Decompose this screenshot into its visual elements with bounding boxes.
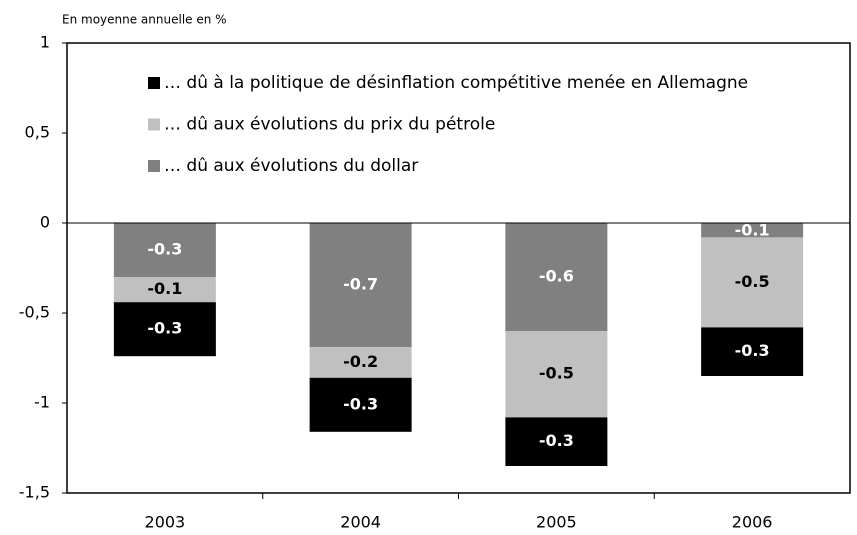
bar-segment [701,237,804,328]
legend-label: … dû aux évolutions du dollar [164,156,418,176]
bar-segment [505,417,608,466]
x-tick-label: 2004 [340,513,381,532]
data-label: -0.3 [343,394,378,413]
x-tick-label: 2005 [536,513,577,532]
y-tick-label: -1 [34,393,50,412]
bar-segment [113,277,216,303]
legend-swatch [148,160,160,172]
y-tick-label: 0 [40,213,50,232]
data-label: -0.3 [539,431,574,450]
bar-segment [309,347,412,378]
data-label: -0.3 [147,319,182,338]
legend-label: … dû à la politique de désinflation comp… [164,73,748,93]
legend-label: … dû aux évolutions du prix du pétrole [164,115,495,135]
data-label: -0.7 [343,275,378,294]
legend-swatch [148,118,160,131]
data-label: -0.3 [147,240,182,259]
legend-swatch [148,77,160,89]
data-label: -0.3 [735,341,770,360]
data-label: -0.5 [539,364,574,383]
axis-title: En moyenne annuelle en % [62,13,227,27]
bar-segment [309,223,412,348]
bar-segment [113,302,216,357]
bar-segment [505,223,608,331]
data-label: -0.1 [735,221,770,240]
y-tick-label: -0,5 [19,303,50,322]
bar-segment [113,223,216,277]
x-tick-label: 2003 [145,513,186,532]
data-label: -0.6 [539,267,574,286]
y-tick-label: 0,5 [25,123,50,142]
data-label: -0.1 [147,279,182,298]
bar-segment [505,331,608,418]
y-tick-label: -1,5 [19,483,50,502]
data-label: -0.2 [343,352,378,371]
data-label: -0.5 [735,272,770,291]
bar-segment [701,223,804,238]
y-tick-label: 1 [40,33,50,52]
x-tick-label: 2006 [732,513,773,532]
bar-segment [309,377,412,432]
bar-segment [701,327,804,376]
